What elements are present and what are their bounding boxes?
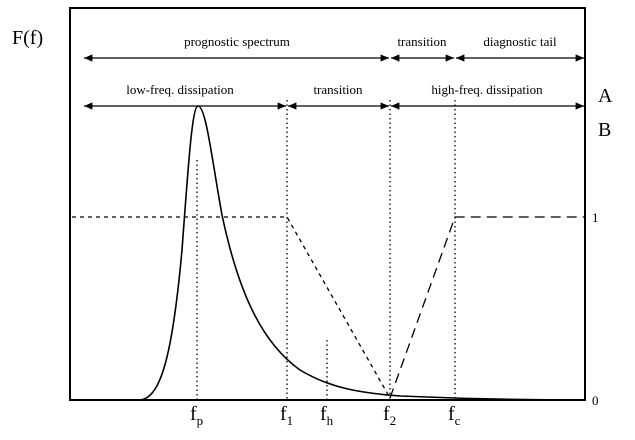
spectrum-curve bbox=[139, 105, 586, 401]
row-a-label: prognostic spectrum bbox=[184, 34, 290, 49]
high-freq-weight bbox=[389, 216, 585, 399]
row-a-label: transition bbox=[397, 34, 447, 49]
low-freq-weight bbox=[72, 216, 391, 399]
row-b-label: low-freq. dissipation bbox=[126, 82, 234, 97]
x-label: f1 bbox=[280, 403, 293, 428]
x-label: f2 bbox=[383, 403, 396, 428]
right-bottom-label: 0 bbox=[592, 393, 599, 408]
y-label: F(f) bbox=[12, 27, 43, 49]
right-top-label: 1 bbox=[592, 210, 599, 225]
frequency-markers bbox=[196, 100, 456, 400]
x-label: fc bbox=[448, 403, 461, 428]
row-a-label: diagnostic tail bbox=[483, 34, 557, 49]
row-b-label: transition bbox=[313, 82, 363, 97]
x-label: fh bbox=[320, 403, 334, 428]
row-b-marker: B bbox=[598, 119, 611, 141]
row-b-label: high-freq. dissipation bbox=[431, 82, 543, 97]
x-label: fp bbox=[190, 403, 203, 428]
row-a-marker: A bbox=[598, 85, 613, 107]
